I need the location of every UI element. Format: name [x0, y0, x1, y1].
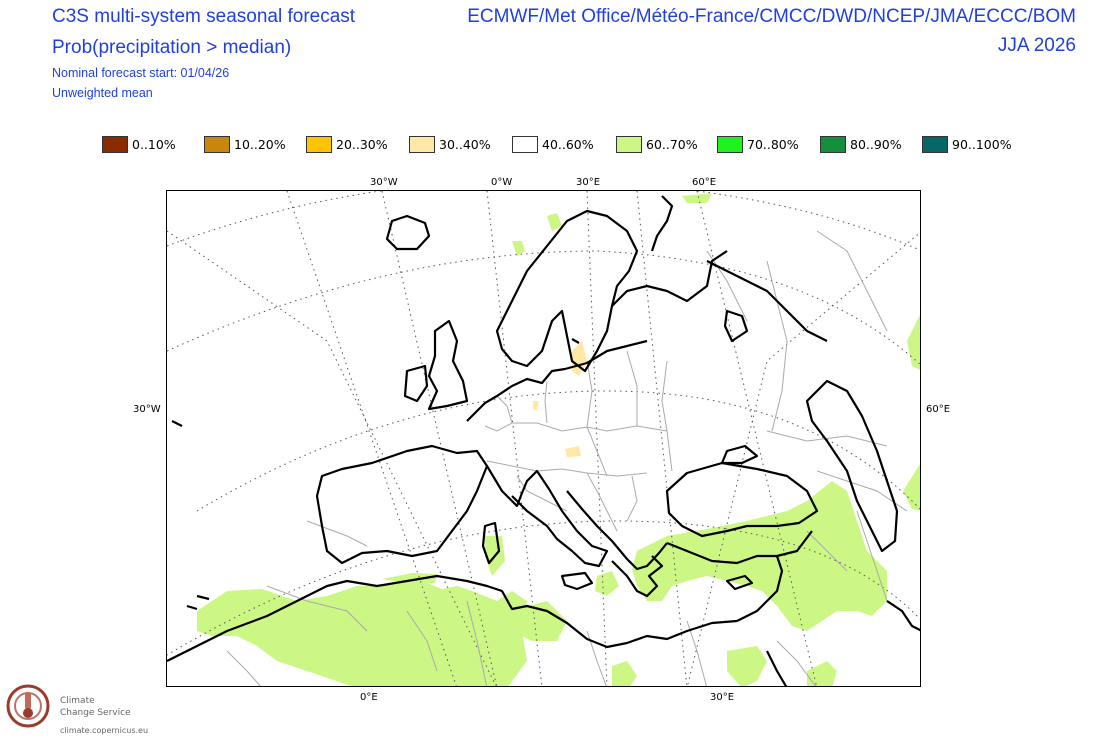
anomaly-region-tunisia: [507, 601, 567, 641]
coast-canaries: [196, 594, 210, 601]
legend-label: 60..70%: [646, 137, 698, 152]
legend-swatch: [820, 136, 846, 153]
coast-great-britain: [427, 319, 469, 411]
coast-novaya-zemlya: [650, 195, 674, 252]
lon-label-bottom: 0°E: [360, 692, 378, 703]
coastlines: [167, 195, 920, 686]
legend-label: 0..10%: [132, 137, 176, 152]
legend-item: 80..90%: [820, 136, 902, 153]
subtitle-forecast-start: Nominal forecast start: 01/04/26: [52, 66, 230, 80]
lat-label-left: 30°W: [133, 404, 161, 415]
coast-madeira: [186, 604, 198, 611]
lon-label-top: 0°W: [491, 177, 513, 188]
legend-swatch: [102, 136, 128, 153]
title-forecast-system: C3S multi-system seasonal forecast: [52, 6, 356, 27]
legend-swatch: [717, 136, 743, 153]
anomaly-region-right-edge-mid: [903, 464, 920, 511]
coast-turkey: [666, 530, 813, 565]
climate-change-service-icon: [6, 684, 50, 728]
lon-label-top: 30°W: [370, 177, 398, 188]
country-borders: [226, 230, 908, 686]
coast-azores: [171, 420, 183, 427]
legend-item: 70..80%: [717, 136, 799, 153]
coast-crimea: [720, 444, 759, 465]
legend-swatch: [306, 136, 332, 153]
anomaly-region-baltic: [572, 341, 587, 376]
legend-item: 20..30%: [306, 136, 388, 153]
legend-item: 0..10%: [102, 136, 176, 153]
coast-continental-north: [466, 339, 648, 422]
coast-iberia: [315, 444, 489, 565]
anomaly-region-north-africa: [197, 581, 527, 686]
anomaly-region-scandinavia-north: [547, 213, 562, 231]
coast-greece: [611, 555, 664, 598]
legend-item: 90..100%: [922, 136, 1012, 153]
lon-label-top: 30°E: [576, 177, 601, 188]
anomaly-region-north-germany: [533, 401, 539, 411]
legend-label: 90..100%: [952, 137, 1012, 152]
anomaly-region-right-edge-upper: [907, 315, 920, 370]
lat-label-right: 60°E: [926, 404, 951, 415]
anomaly-region-central-europe: [565, 446, 581, 457]
legend-swatch: [922, 136, 948, 153]
coast-cyprus: [725, 574, 754, 591]
legend-item: 30..40%: [409, 136, 491, 153]
coast-balkans: [566, 490, 668, 571]
coast-sardinia: [481, 521, 501, 565]
legend-swatch: [512, 136, 538, 153]
coast-italy: [486, 465, 609, 568]
copernicus-logo: Climate Change Service climate.copernicu…: [4, 680, 174, 740]
logo-text-line1: Climate: [60, 696, 95, 706]
title-season: JJA 2026: [997, 35, 1076, 56]
legend-item: 60..70%: [616, 136, 698, 153]
title-centres: ECMWF/Met Office/Météo-France/CMCC/DWD/N…: [467, 6, 1076, 27]
graticule: [167, 191, 920, 686]
anomaly-region-norway: [512, 241, 525, 256]
coast-north-africa: [167, 574, 738, 662]
legend-item: 10..20%: [204, 136, 286, 153]
logo-url: climate.copernicus.eu: [60, 726, 149, 735]
coast-baltic-islands: [571, 338, 580, 344]
coast-egypt-levant: [736, 555, 784, 622]
anomaly-region-levant: [727, 646, 767, 686]
subtitle-weighting: Unweighted mean: [52, 86, 153, 100]
legend-swatch: [616, 136, 642, 153]
title-variable: Prob(precipitation > median): [52, 37, 292, 58]
anomaly-region-greece: [595, 571, 619, 596]
legend-label: 70..80%: [747, 137, 799, 152]
legend-label: 80..90%: [850, 137, 902, 152]
coast-ireland: [403, 364, 429, 403]
anomaly-region-sahara-east: [807, 661, 837, 686]
logo-text-line2: Change Service: [60, 708, 131, 718]
coast-iceland: [385, 214, 431, 251]
coast-caspian: [805, 379, 899, 553]
legend-label: 20..30%: [336, 137, 388, 152]
coast-red-sea: [766, 650, 788, 686]
coast-russia-north: [706, 260, 828, 342]
legend-label: 30..40%: [439, 137, 491, 152]
coast-black-sea: [665, 461, 819, 538]
coast-finland-kola: [611, 250, 728, 307]
anomaly-region-libya-east: [612, 661, 637, 686]
legend-swatch: [204, 136, 230, 153]
anomaly-30-40-areas: [533, 341, 587, 457]
map-panel: [166, 190, 921, 687]
coast-sicily: [560, 571, 594, 591]
legend-label: 10..20%: [234, 137, 286, 152]
anomaly-region-algeria-coast: [382, 573, 437, 583]
coast-gulf: [886, 600, 920, 632]
coast-scandinavia: [495, 209, 639, 373]
legend-item: 40..60%: [512, 136, 594, 153]
anomaly-region-arctic: [682, 193, 712, 203]
legend-swatch: [409, 136, 435, 153]
coast-arctic-island: [723, 309, 749, 343]
lon-label-bottom: 30°E: [710, 692, 735, 703]
legend-label: 40..60%: [542, 137, 594, 152]
lon-label-top: 60°E: [692, 177, 717, 188]
